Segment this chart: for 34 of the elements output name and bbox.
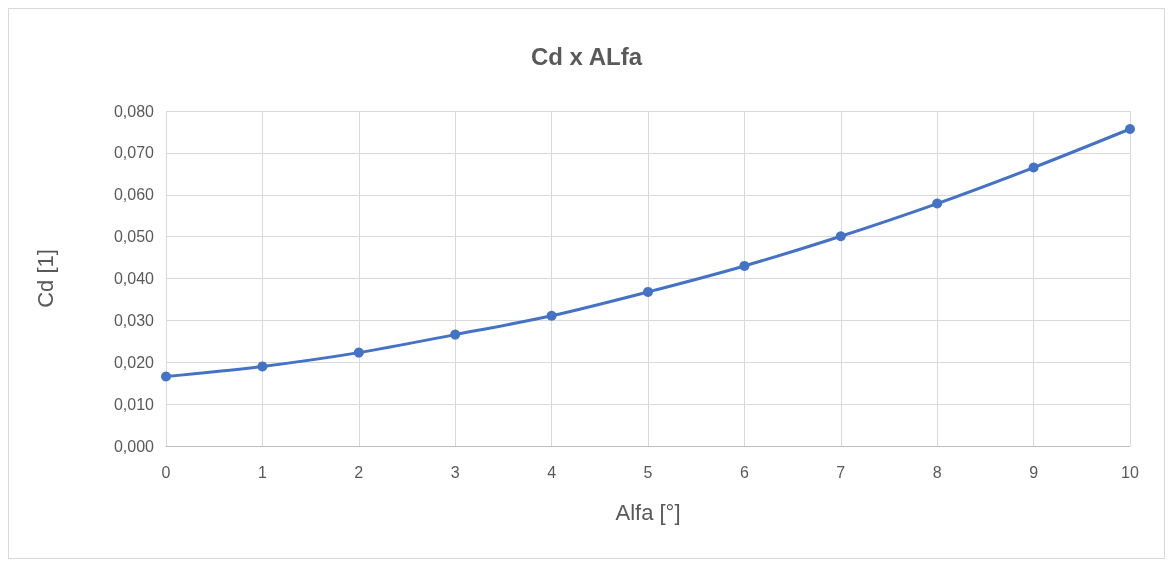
point (257, 361, 268, 372)
point (739, 260, 750, 271)
x-tick-label: 8 (932, 463, 942, 481)
point (932, 198, 943, 209)
x-tick-label: 10 (1121, 463, 1139, 481)
y-axis-title: Cd [1] (32, 249, 58, 308)
point (450, 329, 461, 340)
x-tick-label: 4 (547, 463, 557, 481)
x-tick-label: 6 (739, 463, 749, 481)
x-axis-title: Alfa [°] (615, 499, 681, 525)
x-tick-label: 5 (643, 463, 653, 481)
point (546, 310, 557, 321)
x-tick-label: 3 (450, 463, 460, 481)
x-tick-label: 2 (354, 463, 364, 481)
y-tick-label: 0,040 (113, 270, 155, 287)
point (1125, 124, 1135, 134)
y-tick-label: 0,030 (113, 311, 155, 329)
x-tick-label: 1 (257, 463, 267, 481)
x-tick-label: 7 (836, 463, 846, 481)
x-tick-label: 9 (1029, 463, 1039, 481)
y-tick-label: 0,070 (113, 144, 155, 162)
point (643, 286, 653, 297)
point (835, 231, 846, 242)
y-tick-label: 0,000 (113, 437, 155, 455)
y-tick-label: 0,010 (113, 395, 155, 413)
y-tick-label: 0,080 (113, 102, 155, 120)
point (161, 371, 171, 382)
y-tick-label: 0,060 (113, 186, 155, 204)
point (353, 347, 364, 358)
x-tick-label: 0 (161, 463, 171, 481)
y-tick-label: 0,020 (113, 353, 155, 371)
chart-title: Cd x ALfa (530, 42, 643, 70)
point (1028, 162, 1039, 173)
y-tick-label: 0,050 (113, 228, 155, 246)
